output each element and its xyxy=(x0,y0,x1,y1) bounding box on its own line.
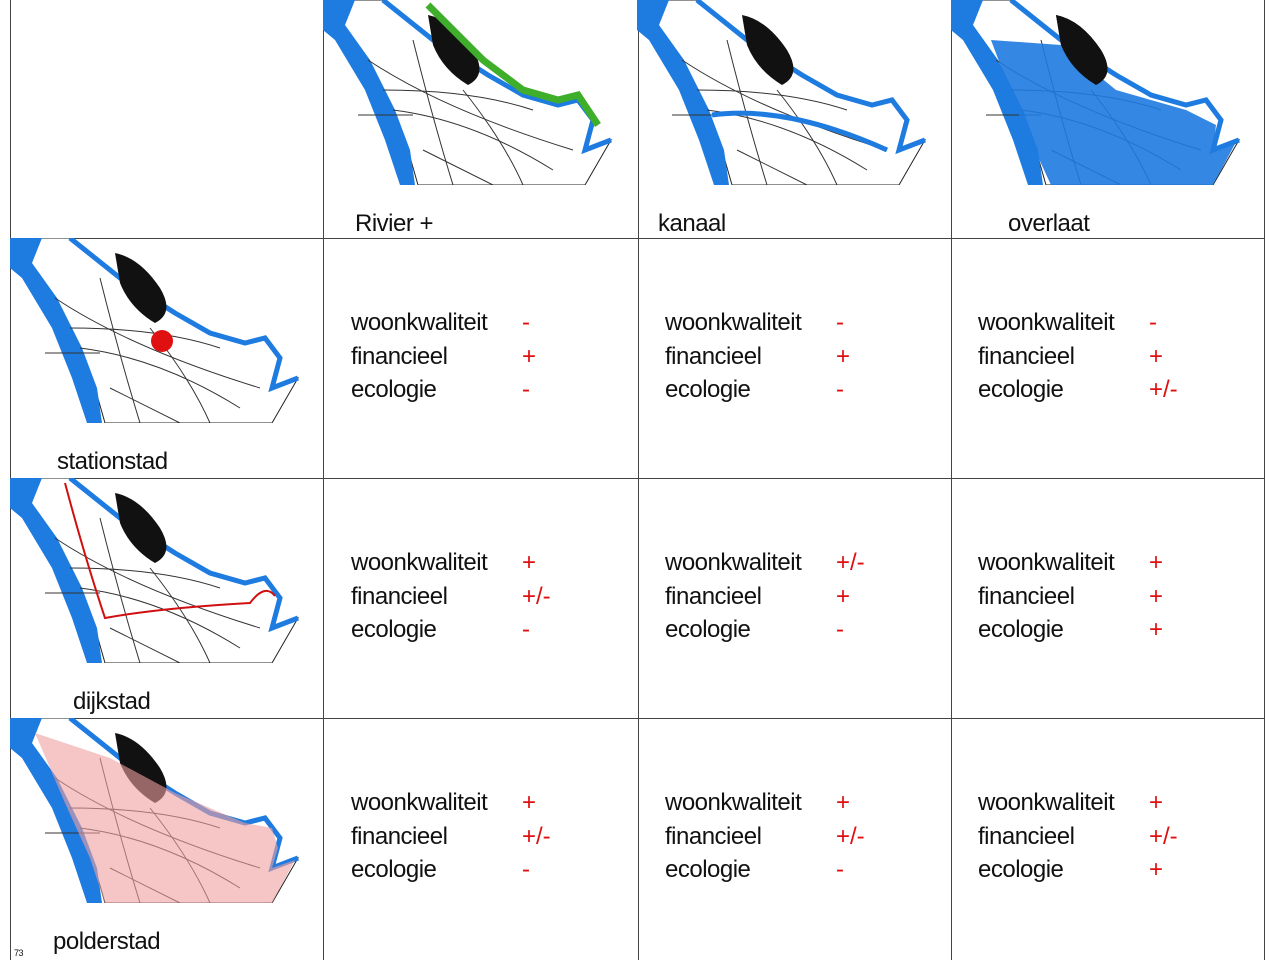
criterion: woonkwaliteit xyxy=(665,309,802,336)
score: +/- xyxy=(836,822,865,850)
page-number: 73 xyxy=(14,948,24,958)
score: - xyxy=(836,376,844,403)
row-label: stationstad xyxy=(57,448,168,475)
criterion: woonkwaliteit xyxy=(351,309,488,336)
grid-line xyxy=(10,718,1264,719)
map-overlaat xyxy=(951,0,1241,185)
score: - xyxy=(836,616,844,643)
score: + xyxy=(1149,342,1164,370)
score: +/- xyxy=(522,822,551,850)
score: - xyxy=(836,309,844,336)
score: + xyxy=(1149,856,1164,883)
criterion: financieel xyxy=(978,822,1075,850)
criterion: ecologie xyxy=(665,856,751,883)
criterion: woonkwaliteit xyxy=(665,789,802,816)
score: + xyxy=(522,549,537,576)
score: - xyxy=(522,309,530,336)
criterion: financieel xyxy=(665,822,762,850)
score: - xyxy=(522,616,530,643)
score: + xyxy=(836,789,851,816)
score: +/- xyxy=(1149,822,1178,850)
score: - xyxy=(522,856,530,883)
grid-line xyxy=(1264,0,1265,960)
score: +/- xyxy=(836,549,865,576)
score: + xyxy=(836,582,851,610)
map-dijkstad xyxy=(10,478,300,663)
grid-line xyxy=(638,0,639,960)
column-header: kanaal xyxy=(658,210,726,237)
grid-line xyxy=(323,0,324,960)
grid-line xyxy=(10,478,1264,479)
map-kanaal xyxy=(637,0,927,185)
criterion: financieel xyxy=(665,582,762,610)
criterion: ecologie xyxy=(978,856,1064,883)
criterion: ecologie xyxy=(665,376,751,403)
row-label: dijkstad xyxy=(73,688,151,715)
score: +/- xyxy=(522,582,551,610)
score: +/- xyxy=(1149,376,1178,403)
score: + xyxy=(1149,616,1164,643)
criterion: ecologie xyxy=(665,616,751,643)
criterion: woonkwaliteit xyxy=(665,549,802,576)
score: - xyxy=(836,856,844,883)
score: + xyxy=(836,342,851,370)
grid-line xyxy=(951,0,952,960)
row-label: polderstad xyxy=(53,928,161,955)
grid-line xyxy=(10,238,1264,239)
criterion: woonkwaliteit xyxy=(978,789,1115,816)
score: + xyxy=(1149,789,1164,816)
column-header: overlaat xyxy=(1008,210,1090,237)
score: + xyxy=(1149,549,1164,576)
criterion: financieel xyxy=(351,822,448,850)
column-header: Rivier + xyxy=(355,210,434,237)
criterion: financieel xyxy=(351,342,448,370)
criterion: woonkwaliteit xyxy=(978,549,1115,576)
score: + xyxy=(1149,582,1164,610)
score: + xyxy=(522,342,537,370)
criterion: ecologie xyxy=(978,616,1064,643)
criterion: financieel xyxy=(665,342,762,370)
map-stationstad xyxy=(10,238,300,423)
criterion: ecologie xyxy=(351,616,437,643)
criterion: woonkwaliteit xyxy=(351,549,488,576)
criterion: ecologie xyxy=(978,376,1064,403)
score: - xyxy=(1149,309,1157,336)
score: - xyxy=(522,376,530,403)
map-polderstad xyxy=(10,718,300,903)
criterion: woonkwaliteit xyxy=(978,309,1115,336)
criterion: financieel xyxy=(351,582,448,610)
criterion: ecologie xyxy=(351,856,437,883)
criterion: financieel xyxy=(978,342,1075,370)
map-rivier xyxy=(323,0,613,185)
score: + xyxy=(522,789,537,816)
criterion: financieel xyxy=(978,582,1075,610)
criterion: ecologie xyxy=(351,376,437,403)
criterion: woonkwaliteit xyxy=(351,789,488,816)
